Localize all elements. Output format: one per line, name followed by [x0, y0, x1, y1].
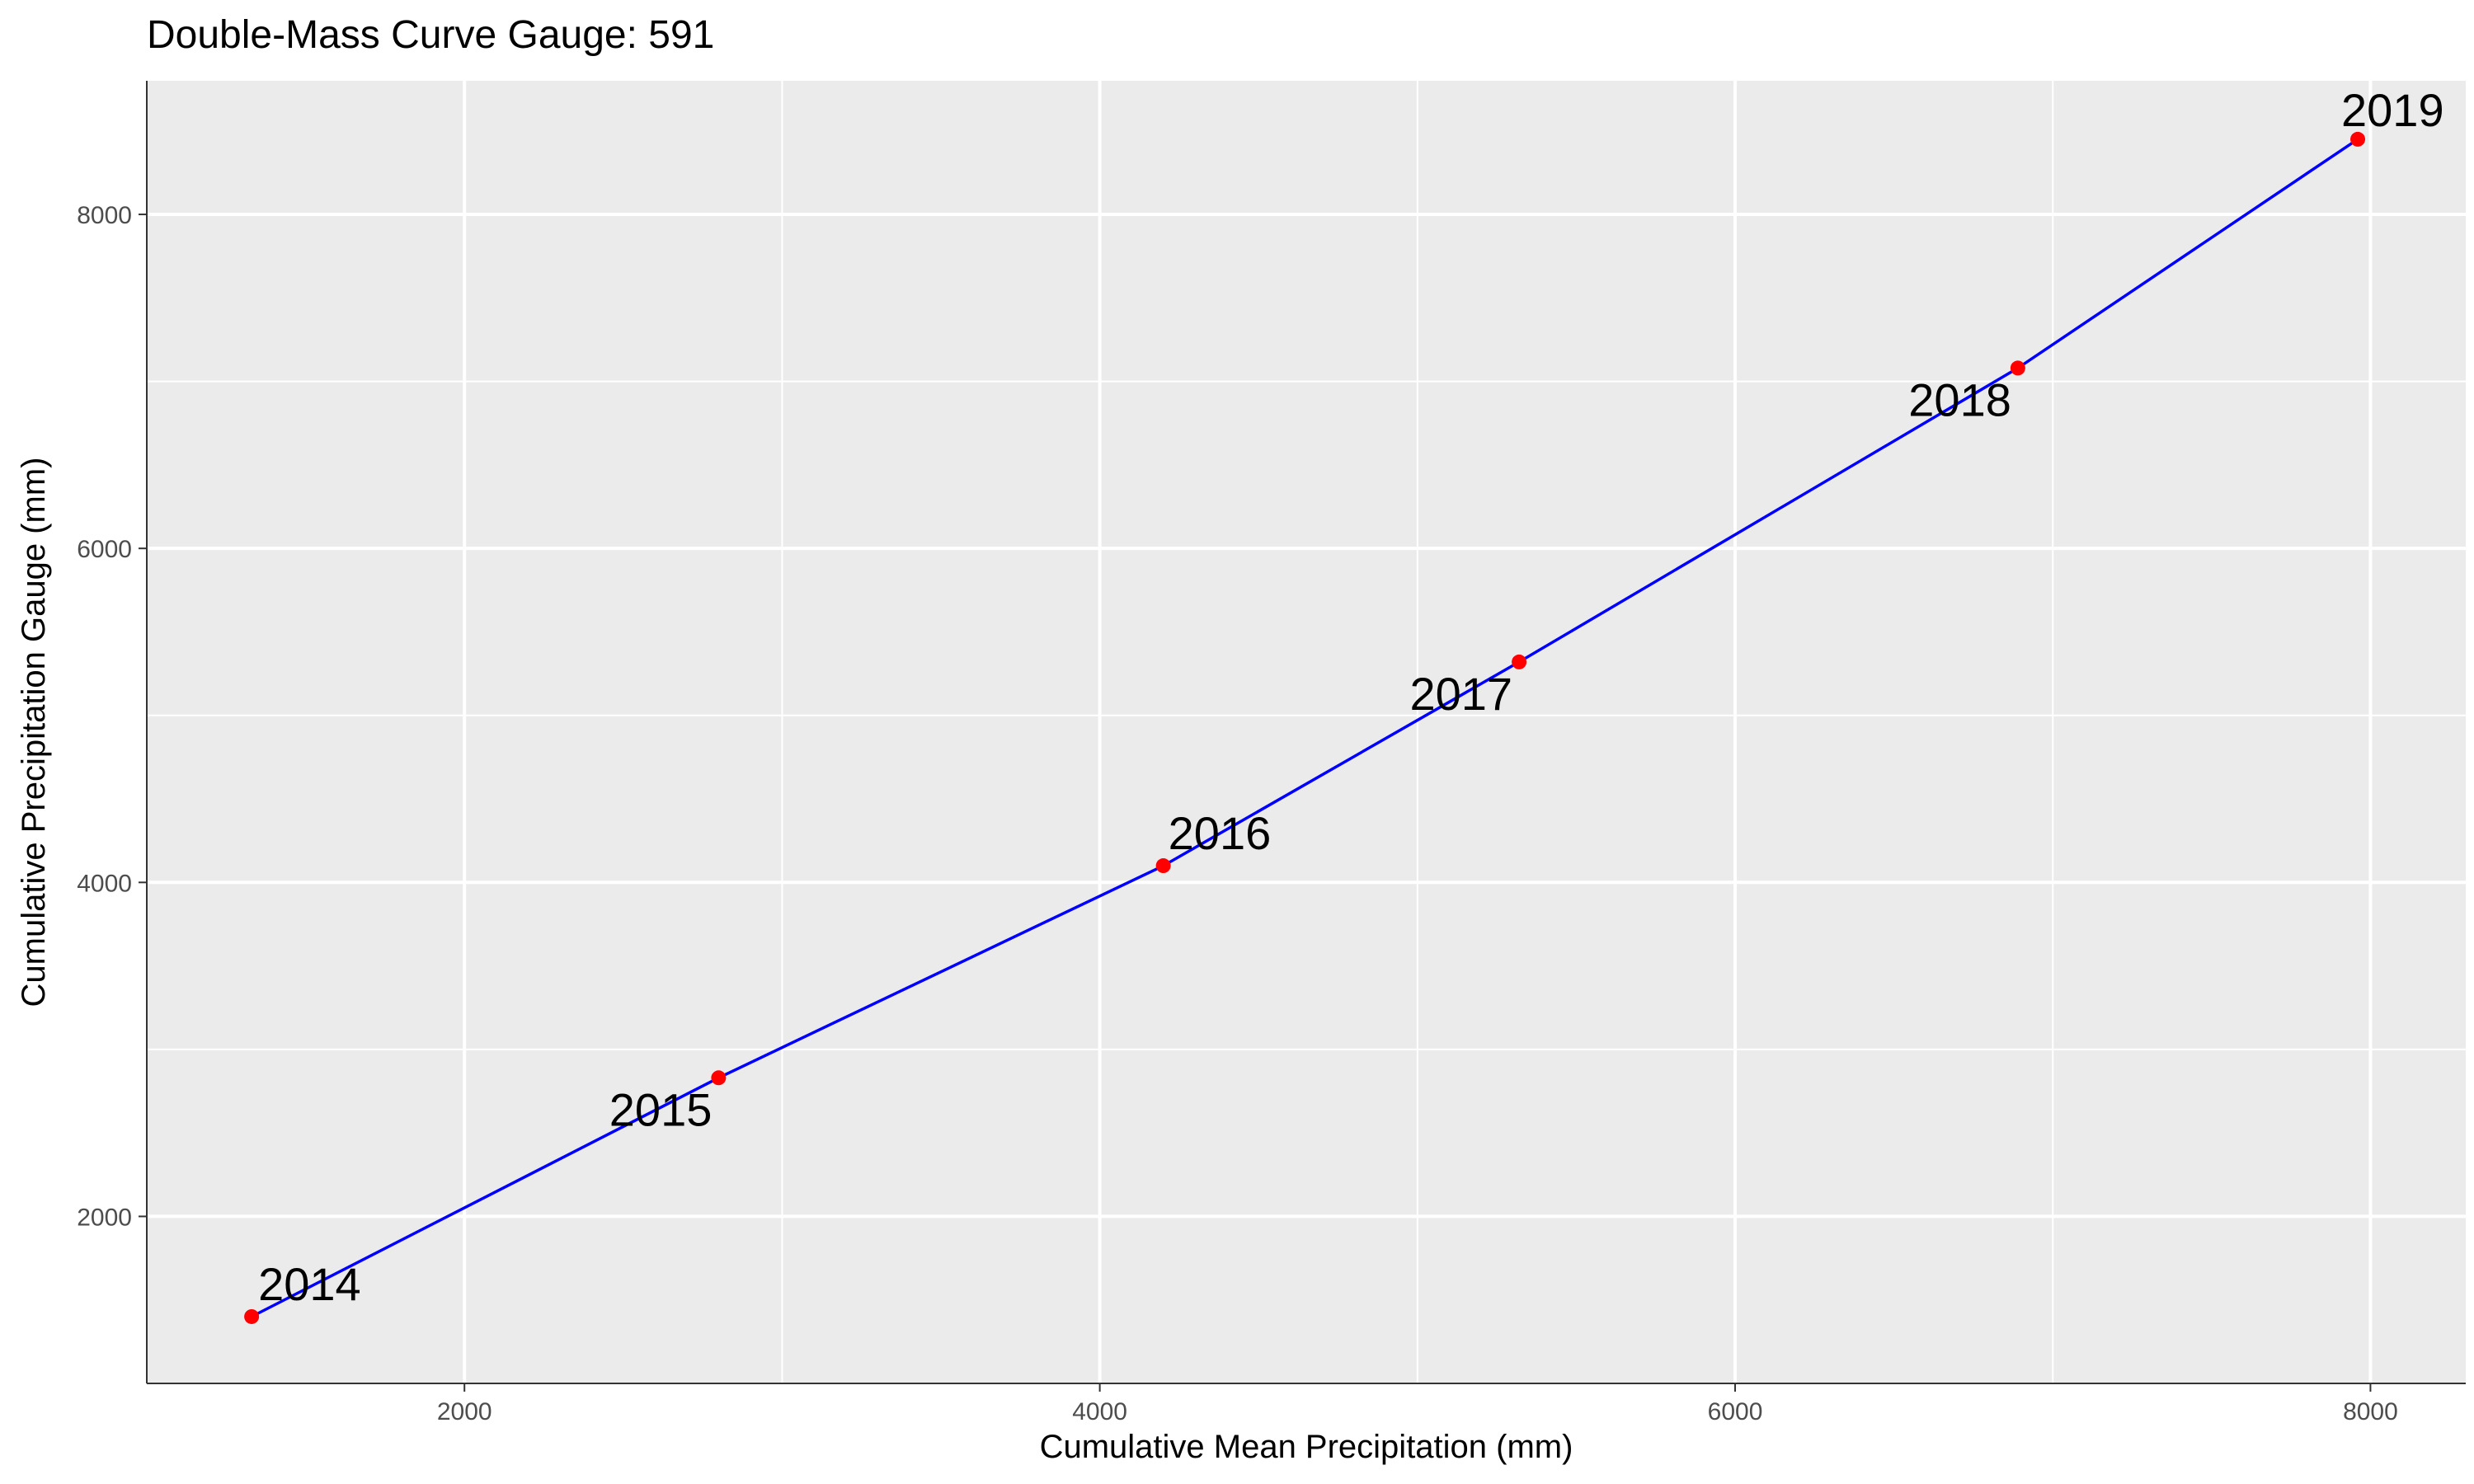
data-point — [1512, 654, 1527, 669]
data-point — [2350, 131, 2366, 147]
y-tick-label: 2000 — [77, 1204, 132, 1231]
point-label: 2019 — [2341, 84, 2444, 136]
x-tick-label: 8000 — [2343, 1398, 2398, 1425]
point-label: 2017 — [1410, 668, 1513, 720]
x-tick-label: 2000 — [437, 1398, 492, 1425]
chart-title: Double-Mass Curve Gauge: 591 — [147, 13, 714, 57]
point-labels-group: 2014 2015 2016 2017 2018 2019 — [258, 84, 2443, 1310]
y-tick-label: 8000 — [77, 202, 132, 229]
y-tick-label: 4000 — [77, 870, 132, 897]
point-label: 2016 — [1169, 807, 1272, 859]
x-axis-title: Cumulative Mean Precipitation (mm) — [1040, 1429, 1573, 1465]
x-tick-label: 4000 — [1072, 1398, 1127, 1425]
y-tick-label: 6000 — [77, 536, 132, 563]
y-axis-ticks: 2000 4000 6000 8000 — [77, 202, 147, 1231]
minor-gridlines — [147, 81, 2466, 1383]
data-point — [711, 1070, 727, 1086]
series-line — [251, 138, 2359, 1318]
major-gridlines — [147, 81, 2466, 1383]
series-points-group — [244, 131, 2366, 1324]
data-point — [244, 1308, 260, 1324]
plot-panel — [147, 81, 2466, 1383]
x-axis-ticks: 2000 4000 6000 8000 — [437, 1383, 2398, 1425]
axes — [146, 81, 2466, 1384]
data-point — [1155, 858, 1171, 874]
y-axis-title: Cumulative Precipitation Gauge (mm) — [16, 458, 52, 1007]
series-line-group — [251, 138, 2359, 1318]
point-label: 2015 — [609, 1083, 713, 1135]
point-label: 2018 — [1908, 373, 2011, 425]
data-point — [2010, 360, 2025, 376]
x-tick-label: 6000 — [1708, 1398, 1763, 1425]
point-label: 2014 — [258, 1258, 361, 1310]
